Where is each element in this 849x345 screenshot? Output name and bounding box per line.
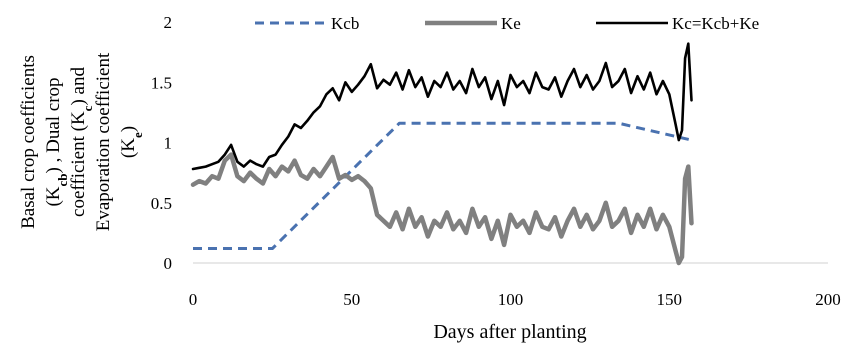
x-tick-label: 50 [343,290,360,309]
y-axis-label-text: ) and [68,67,89,106]
x-tick-label: 150 [657,290,683,309]
y-axis-label-line: coefficient (Kc) and [68,67,95,217]
y-axis-label-line: (Ke) [118,126,145,158]
x-tick-labels: 0 50 100 150 200 [189,290,841,309]
y-tick-label: 2 [164,13,173,32]
y-axis-label-text: (K [118,138,139,158]
y-axis-label-subscript: cb [55,173,70,186]
legend-label: Ke [501,14,521,33]
y-tick-label: 1 [164,134,173,153]
y-axis-label-line: Basal crop coefficients [18,55,39,229]
series-line-kcb [193,121,692,250]
x-tick-label: 0 [189,290,198,309]
y-axis-label: Basal crop coefficients (Kcb) , Dual crop… [18,52,145,231]
y-axis-label-text: Evaporation coefficient [93,52,114,231]
legend-label: Kcb [331,14,359,33]
x-tick-label: 100 [498,290,524,309]
legend: Kcb Ke Kc=Kcb+Ke [255,14,759,33]
y-tick-label: 0.5 [151,194,172,213]
x-tick-label: 200 [815,290,841,309]
series-line-kc-kcb-ke [191,42,693,171]
y-axis-label-line: Evaporation coefficient [93,52,114,231]
y-axis-label-text: ) [118,126,139,132]
y-axis-label-subscript: e [130,132,145,138]
y-tick-labels: 0 0.5 1 1.5 2 [151,13,172,273]
series-line-ke [190,152,694,266]
y-axis-label-text: coefficient (K [68,111,89,217]
y-axis-label-subscript: c [80,105,95,111]
legend-label: Kc=Kcb+Ke [672,14,759,33]
series-lines [190,42,694,266]
y-tick-label: 0 [164,254,173,273]
y-axis-label-line: (Kcb) , Dual crop [43,77,70,206]
y-axis-label-text: (K [43,186,64,206]
y-tick-label: 1.5 [151,73,172,92]
y-axis-label-text: Basal crop coefficients [18,55,39,229]
x-axis-label: Days after planting [433,321,586,343]
y-axis-label-text: ) , Dual crop [43,77,64,173]
